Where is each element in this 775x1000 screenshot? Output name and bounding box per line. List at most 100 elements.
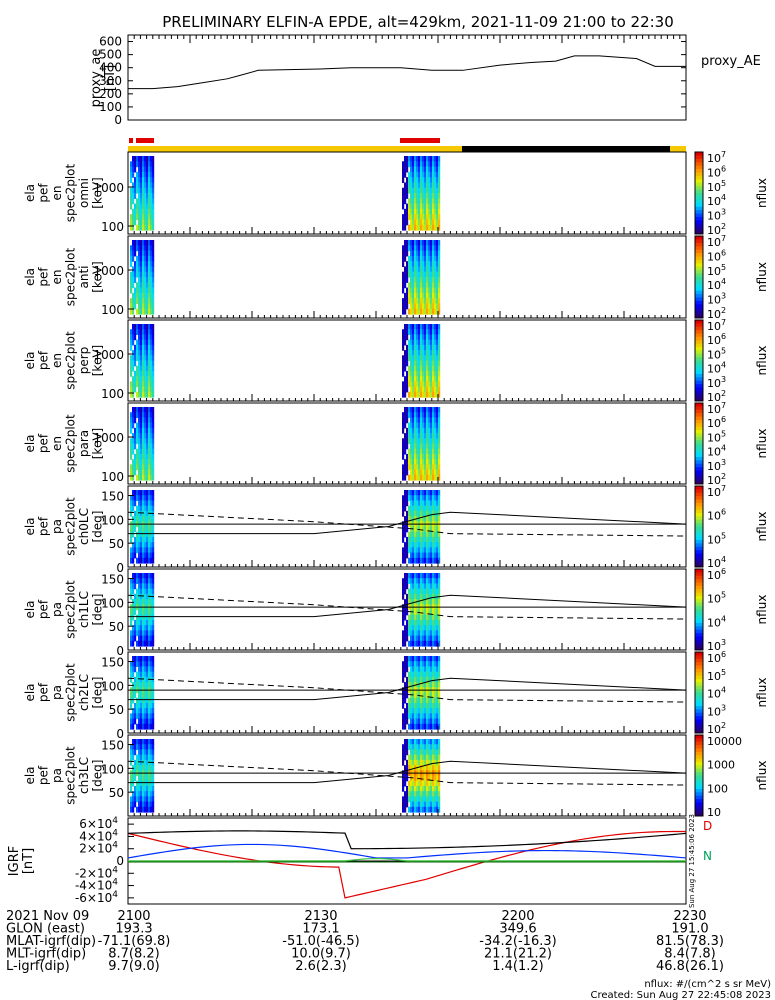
- spectrogram-cell: [420, 308, 423, 315]
- spectrogram-cell: [420, 219, 423, 226]
- colorbar-segment: [695, 765, 703, 770]
- spectrogram-cell: [436, 438, 439, 445]
- spectrogram-cell: [438, 739, 441, 745]
- spectrogram-cell: [136, 156, 139, 162]
- spectrogram-cell: [418, 448, 421, 455]
- spectrogram-cell: [412, 759, 415, 766]
- spectrogram-cell: [140, 531, 143, 538]
- spectrogram-cell: [152, 245, 155, 252]
- spectrogram-cell: [426, 277, 429, 283]
- spectrogram-cell: [418, 661, 421, 668]
- footer-row-value: 8.4(7.8): [664, 947, 716, 962]
- spectrogram-cell: [412, 552, 415, 559]
- colorbar-segment: [695, 436, 703, 441]
- spectrogram-cell: [148, 166, 151, 173]
- spectrogram-cell: [404, 448, 407, 455]
- spectrogram-cell: [136, 287, 139, 294]
- spectrogram-cell: [408, 593, 411, 600]
- spectrogram-cell: [404, 754, 407, 761]
- spectrogram-cell: [426, 516, 429, 522]
- spectrogram-cell: [136, 453, 139, 460]
- spectrogram-cell: [138, 324, 141, 330]
- spectrogram-cell: [146, 187, 149, 194]
- spectrogram-cell: [428, 718, 431, 725]
- spectrogram-cell: [420, 339, 423, 346]
- spectrogram-cell: [408, 744, 411, 751]
- spectrogram-cell: [146, 510, 149, 517]
- spectrogram-cell: [414, 547, 417, 554]
- spectrogram-cell: [132, 161, 135, 168]
- spectrogram-cell: [152, 433, 155, 439]
- spectrogram-cell: [142, 796, 145, 803]
- spectrogram-cell: [426, 171, 429, 178]
- spectrogram-cell: [410, 578, 413, 585]
- spectrogram-cell: [420, 552, 423, 559]
- spectrogram-cell: [130, 193, 133, 199]
- spectrogram-cell: [150, 308, 153, 315]
- spectrogram-cell: [410, 536, 413, 543]
- spectrogram-cell: [420, 329, 423, 336]
- spectrogram-cell: [148, 536, 151, 543]
- spectrogram-cell: [410, 625, 413, 631]
- spectrogram-cell: [132, 630, 135, 637]
- spectrogram-cell: [138, 459, 141, 465]
- spectrogram-cell: [138, 334, 141, 341]
- panel-ylabel: ch2LC: [77, 674, 91, 711]
- spectrogram-cell: [142, 287, 145, 294]
- spectrogram-cell: [134, 547, 137, 554]
- spectrogram-cell: [152, 448, 155, 455]
- spectrogram-cell: [146, 250, 149, 257]
- spectrogram-cell: [430, 625, 433, 631]
- spectrogram-cell: [150, 656, 153, 662]
- spectrogram-cell: [404, 474, 407, 481]
- colorbar-segment: [695, 196, 703, 201]
- spectrogram-cell: [144, 370, 147, 377]
- spectrogram-cell: [140, 490, 143, 496]
- spectrogram-cell: [432, 661, 435, 668]
- footer-row-value: 8.7(8.2): [108, 947, 160, 962]
- spectrogram-cell: [414, 588, 417, 595]
- spectrogram-cell: [416, 526, 419, 533]
- spectrogram-cell: [144, 219, 147, 226]
- panel-ylabel: ela: [23, 268, 37, 286]
- spectrogram-cell: [146, 355, 149, 362]
- spectrogram-cell: [142, 614, 145, 621]
- spectrogram-cell: [430, 412, 433, 419]
- spectrogram-cell: [144, 557, 147, 564]
- spectrogram-cell: [436, 334, 439, 341]
- colorbar-segment: [695, 639, 703, 644]
- spectrogram-cell: [132, 198, 135, 205]
- spectrogram-cell: [436, 161, 439, 168]
- spectrogram-cell: [148, 355, 151, 362]
- spectrogram-cell: [148, 495, 151, 502]
- colorbar-segment: [695, 762, 703, 766]
- spectrogram-cell: [410, 806, 413, 813]
- spectrogram-cell: [412, 536, 415, 543]
- spectrogram-cell: [420, 495, 423, 502]
- spectrogram-cell: [420, 588, 423, 595]
- spectrogram-cell: [428, 640, 431, 647]
- spectrogram-cell: [144, 386, 147, 393]
- spectrogram-cell: [408, 292, 411, 299]
- spectrogram-cell: [428, 308, 431, 315]
- spectrogram-cell: [414, 708, 417, 714]
- spectrogram-cell: [152, 744, 155, 751]
- spectrogram-cell: [414, 744, 417, 751]
- spectrogram-cell: [130, 339, 133, 346]
- spectrogram-cell: [132, 298, 135, 305]
- spectrogram-cell: [138, 474, 141, 481]
- spectrogram-cell: [432, 324, 435, 330]
- spectrogram-cell: [422, 298, 425, 305]
- spectrogram-cell: [420, 697, 423, 704]
- spectrogram-cell: [144, 266, 147, 273]
- colorbar-tick-label: 107: [707, 318, 726, 333]
- colorbar-segment: [695, 363, 703, 368]
- spectrogram-cell: [144, 739, 147, 745]
- colorbar-label: nflux: [755, 346, 769, 376]
- spectrogram-cell: [136, 266, 139, 273]
- spectrogram-cell: [418, 277, 421, 283]
- spectrogram-cell: [132, 308, 135, 315]
- spectrogram-cell: [134, 417, 137, 424]
- spectrogram-cell: [138, 386, 141, 393]
